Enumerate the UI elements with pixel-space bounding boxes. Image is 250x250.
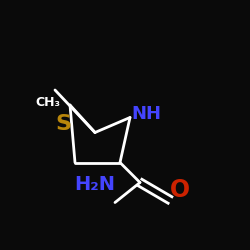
Text: O: O [170,178,190,202]
Text: H₂N: H₂N [74,176,116,195]
Text: CH₃: CH₃ [35,96,60,109]
Text: S: S [56,114,72,134]
Text: NH: NH [131,105,161,123]
